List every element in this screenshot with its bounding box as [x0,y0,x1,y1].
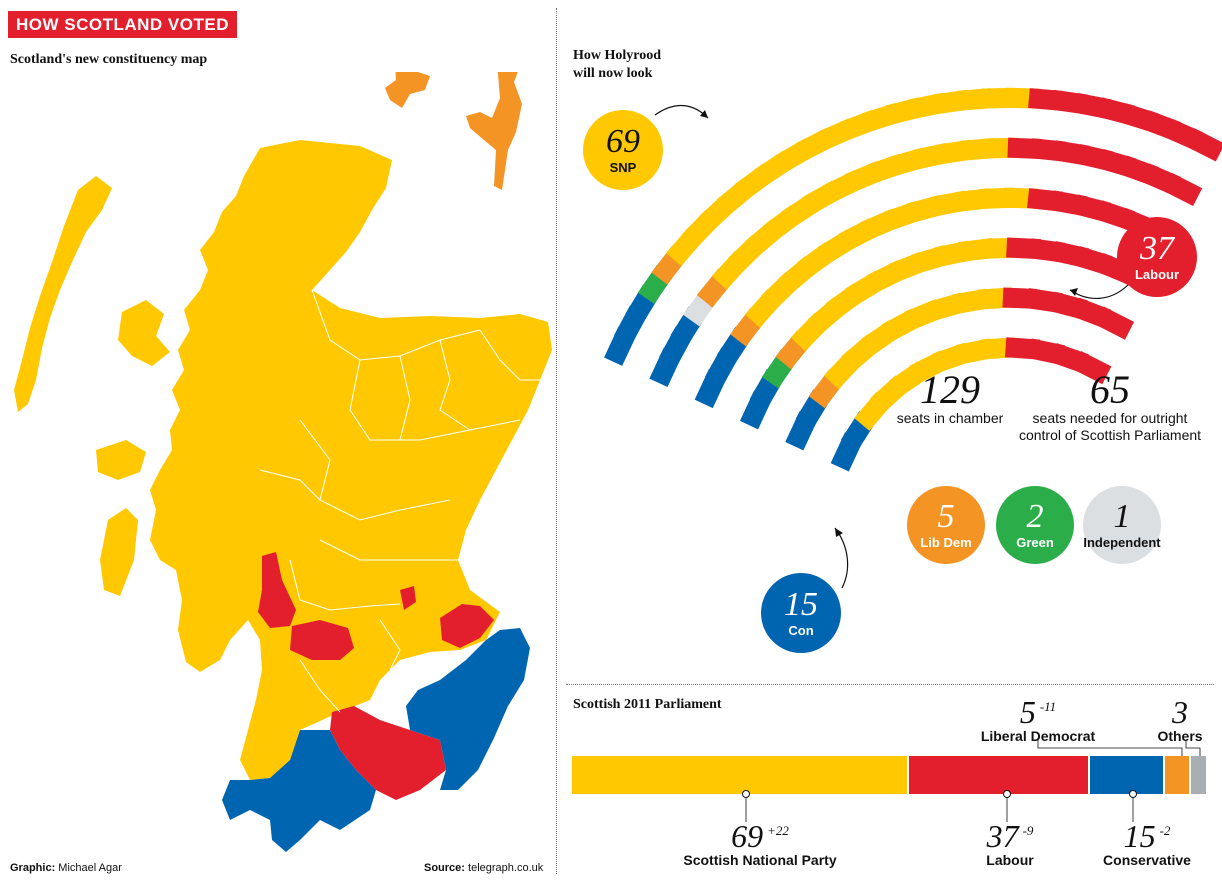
bar-libdem-value: 5 [1019,694,1036,730]
majority-number: 65 [1090,367,1130,412]
bar-segment-scottish-national-party [572,756,909,794]
bar-snp-name: Scottish National Party [683,852,837,868]
map-svg [14,18,552,852]
east-lothian-labour [440,604,494,648]
libdem-seats: 5 [937,497,955,535]
horizontal-divider [566,684,1214,685]
graphic-credit-value: Michael Agar [58,862,122,874]
bar-labour-change: -9 [1022,823,1034,838]
bar-labour-value: 37 [986,818,1019,854]
bar-segment-conservative [1090,756,1166,794]
bar-label-snp: 69 +22 Scottish National Party [670,820,850,868]
con-seats: 15 [784,585,818,623]
majority-stat: 65 seats needed for outright control of … [1010,370,1210,444]
isle-of-mull [96,440,146,480]
labour-bubble: 37 Labour [1117,217,1197,297]
glasgow-labour [258,552,354,660]
source-credit-value: telegraph.co.uk [468,862,544,874]
snp-label: SNP [609,159,637,175]
snp-bubble: 69 SNP [583,110,663,190]
bar-segment-liberal-democrat [1165,756,1192,794]
holyrood-label: How Holyrood will now look [573,47,661,83]
bar-snp-change: +22 [767,823,789,838]
constituency-boundaries [259,289,540,713]
bar-others-value: 3 [1172,694,1188,730]
bar-libdem-change: -11 [1039,699,1057,714]
majority-label-line2: control of Scottish Parliament [1018,427,1202,443]
green-bubble: 2 Green [996,486,1074,564]
seat-labour [1162,172,1203,207]
bar-chart [572,756,1208,794]
independent-label: Independent [1083,534,1161,550]
libdem-label: Lib Dem [920,534,972,550]
con-arrowhead [835,528,843,537]
seat-labour [1185,128,1222,162]
seat-group [604,87,1222,472]
bar-segment-others [1191,756,1208,794]
independent-bubble: 1 Independent [1083,486,1161,564]
edinburgh-labour [400,586,416,610]
bar-con-marker [1129,790,1137,798]
bar-con-change: -2 [1159,823,1171,838]
holyrood-label-line1: How Holyrood [573,48,662,63]
bar-snp-value: 69 [731,818,764,854]
bar-others-bracket [1185,740,1201,758]
page-title: HOW SCOTLAND VOTED [8,11,237,38]
green-label: Green [1016,534,1054,550]
snp-arrowhead [700,110,708,118]
bar-chart-title: Scottish 2011 Parliament [573,697,722,712]
total-seats-number: 129 [920,367,980,412]
graphic-credit-label: Graphic: [10,862,56,874]
total-seats-label: seats in chamber [896,410,1004,426]
con-label: Con [788,622,814,638]
map-subtitle: Scotland's new constituency map [10,52,208,67]
bar-others-name: Others [1157,728,1203,744]
holyrood-label-line2: will now look [573,66,653,81]
galloway-conservative [222,730,376,852]
snp-seats: 69 [606,122,640,160]
vertical-divider [556,8,557,874]
seat-labour [1094,306,1135,340]
bar-label-labour: 37 -9 Labour [950,820,1070,868]
seat-labour [1072,350,1112,385]
bar-libdem-name: Liberal Democrat [980,728,1096,744]
isle-of-skye [118,300,170,366]
bar-label-con: 15 -2 Conservative [1082,820,1212,868]
dumfries-labour [330,706,446,800]
bar-labour-name: Labour [986,852,1034,868]
labour-label: Labour [1134,266,1180,282]
source-credit: Source: telegraph.co.uk [424,862,543,874]
source-credit-label: Source: [424,862,465,874]
borders-conservative [406,628,530,790]
bar-con-value: 15 [1123,818,1156,854]
con-bubble: 15 Con [761,573,841,653]
graphic-credit: Graphic: Michael Agar [10,862,122,874]
bar-label-others: 3 Others [1150,696,1210,744]
bar-label-libdem: 5 -11 Liberal Democrat [968,696,1108,744]
labour-arrowhead [1070,288,1078,296]
outer-hebrides [14,176,112,412]
green-seats: 2 [1026,497,1044,535]
bar-segment-labour [908,756,1091,794]
islay-jura [100,508,138,596]
libdem-bubble: 5 Lib Dem [907,486,985,564]
bar-con-name: Conservative [1103,852,1191,868]
bar-labour-marker [1003,790,1011,798]
bar-libdem-bracket [1037,740,1183,758]
majority-label-line1: seats needed for outright [1032,410,1188,426]
scotland-constituency-map [0,18,556,862]
bar-snp-marker [742,790,750,798]
independent-seats: 1 [1113,497,1131,535]
total-seats-stat: 129 seats in chamber [890,370,1010,427]
labour-seats: 37 [1140,229,1174,267]
